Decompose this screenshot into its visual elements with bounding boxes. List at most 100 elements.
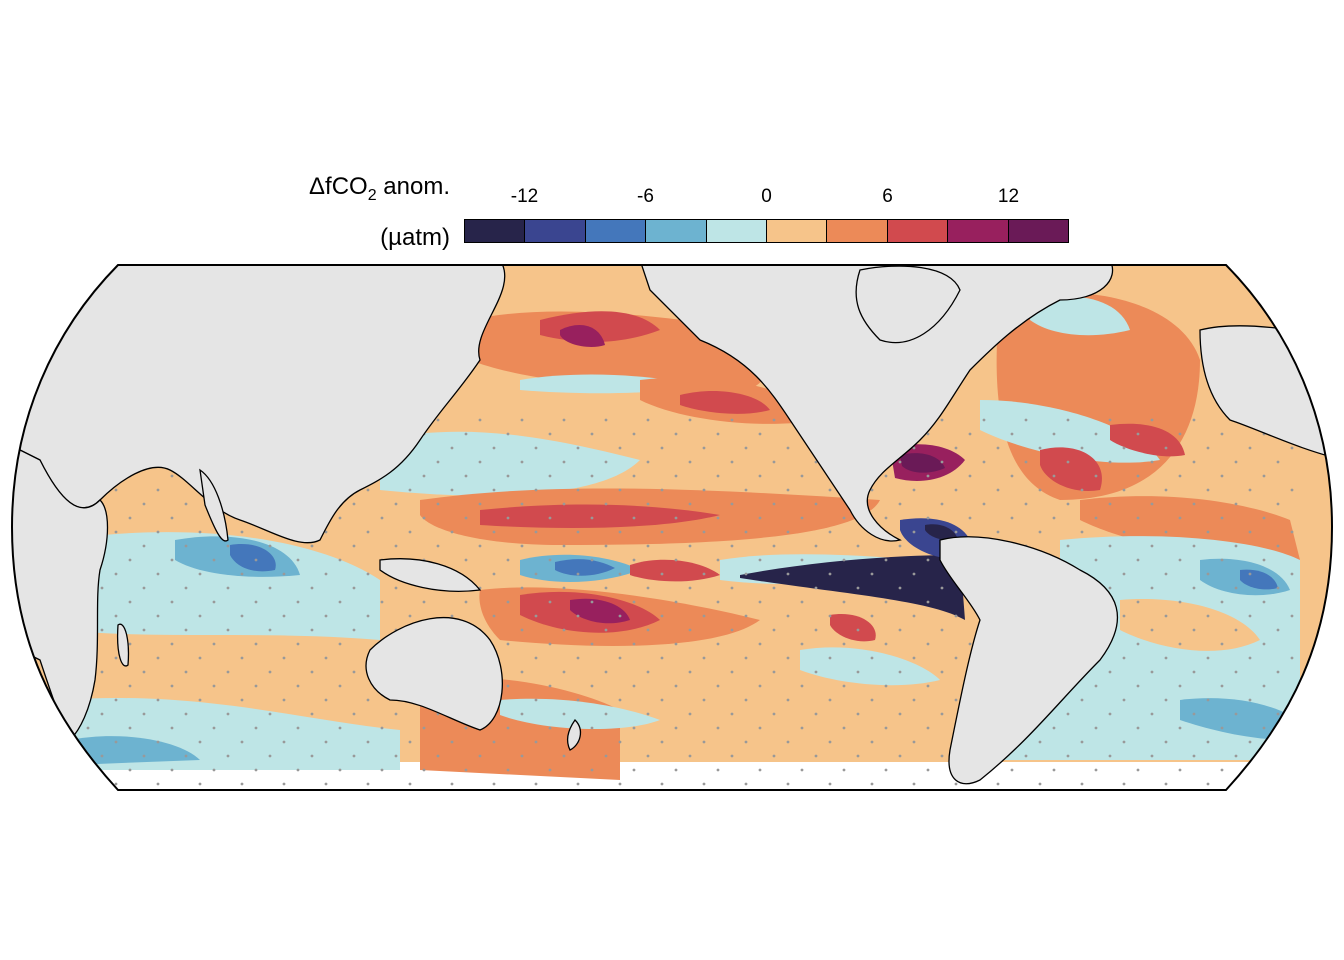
stipple-dot	[590, 474, 594, 478]
stipple-dot	[562, 502, 566, 506]
anomaly-patch-23	[570, 598, 630, 624]
stipple-dot	[1262, 726, 1266, 730]
anomaly-patch-20	[925, 524, 958, 541]
stipple-dot	[338, 684, 342, 688]
stipple-dot	[562, 670, 566, 674]
stipple-dot	[408, 740, 412, 744]
stipple-dot	[128, 768, 132, 772]
stipple-dot	[184, 754, 188, 758]
stipple-dot	[576, 488, 580, 492]
stipple-dot	[366, 740, 370, 744]
stipple-dot	[996, 488, 1000, 492]
stipple-dot	[282, 698, 286, 702]
stipple-dot	[268, 712, 272, 716]
stipple-dot	[576, 656, 580, 660]
stipple-dot	[492, 614, 496, 618]
anomaly-patch-18	[740, 555, 965, 620]
stipple-dot	[828, 698, 832, 702]
stipple-dot	[716, 432, 720, 436]
anomaly-patch-13	[480, 504, 720, 528]
stipple-dot	[604, 460, 608, 464]
stipple-dot	[254, 558, 258, 562]
stipple-dot	[282, 782, 286, 786]
stipple-dot	[772, 712, 776, 716]
stipple-dot	[1220, 474, 1224, 478]
stipple-dot	[338, 726, 342, 730]
stipple-dot	[198, 572, 202, 576]
stipple-dot	[86, 726, 90, 730]
stipple-dot	[758, 432, 762, 436]
stipple-dot	[954, 698, 958, 702]
stipple-dot	[716, 726, 720, 730]
stipple-dot	[1178, 516, 1182, 520]
stipple-dot	[800, 642, 804, 646]
stipple-dot	[450, 446, 454, 450]
stipple-dot	[464, 474, 468, 478]
stipple-dot	[1192, 628, 1196, 632]
stipple-dot	[170, 600, 174, 604]
stipple-dot	[604, 754, 608, 758]
stipple-dot	[1206, 740, 1210, 744]
stipple-dot	[856, 586, 860, 590]
stipple-dot	[1122, 698, 1126, 702]
stipple-dot	[800, 600, 804, 604]
stipple-dot	[1052, 432, 1056, 436]
stipple-dot	[156, 656, 160, 660]
stipple-dot	[702, 530, 706, 534]
stipple-dot	[898, 754, 902, 758]
stipple-dot	[1262, 684, 1266, 688]
anomaly-patch-38	[900, 453, 945, 473]
stipple-dot	[464, 432, 468, 436]
stipple-dot	[1038, 488, 1042, 492]
land-greenland	[855, 265, 961, 344]
stipple-dot	[212, 768, 216, 772]
stipple-dot	[380, 768, 384, 772]
stipple-dot	[758, 600, 762, 604]
stipple-dot	[142, 502, 146, 506]
stipple-dot	[1066, 754, 1070, 758]
stipple-dot	[772, 628, 776, 632]
stipple-dot	[800, 558, 804, 562]
stipple-dot	[870, 698, 874, 702]
anomaly-patch-0	[60, 532, 380, 640]
stipple-dot	[520, 418, 524, 422]
stipple-dot	[114, 572, 118, 576]
anomaly-patch-25	[800, 647, 940, 686]
stipple-dot	[1276, 586, 1280, 590]
stipple-dot	[226, 628, 230, 632]
stipple-dot	[604, 418, 608, 422]
stipple-dot	[618, 530, 622, 534]
stipple-dot	[730, 460, 734, 464]
stipple-dot	[982, 460, 986, 464]
stipple-dot	[674, 642, 678, 646]
stipple-dot	[184, 670, 188, 674]
stipple-dot	[1248, 614, 1252, 618]
stipple-dot	[1150, 418, 1154, 422]
stipple-dot	[1150, 544, 1154, 548]
stipple-dot	[1122, 530, 1126, 534]
stipple-dot	[352, 670, 356, 674]
stipple-dot	[772, 586, 776, 590]
stipple-dot	[1108, 586, 1112, 590]
stipple-dot	[478, 460, 482, 464]
stipple-dot	[1192, 502, 1196, 506]
stipple-dot	[786, 698, 790, 702]
stipple-dot	[590, 600, 594, 604]
stipple-dot	[618, 740, 622, 744]
colorbar-tick-label: -6	[637, 186, 654, 207]
stipple-dot	[548, 474, 552, 478]
stipple-dot	[1010, 432, 1014, 436]
stipple-dot	[1150, 586, 1154, 590]
stipple-dot	[1276, 502, 1280, 506]
stipple-dot	[1220, 768, 1224, 772]
stipple-dot	[1164, 782, 1168, 786]
stipple-dot	[646, 670, 650, 674]
stipple-dot	[1220, 600, 1224, 604]
stipple-dot	[646, 502, 650, 506]
stipple-dot	[702, 614, 706, 618]
stipple-dot	[1178, 432, 1182, 436]
stipple-dot	[940, 460, 944, 464]
stipple-dot	[1122, 740, 1126, 744]
stipple-dot	[128, 726, 132, 730]
stipple-dot	[1136, 600, 1140, 604]
